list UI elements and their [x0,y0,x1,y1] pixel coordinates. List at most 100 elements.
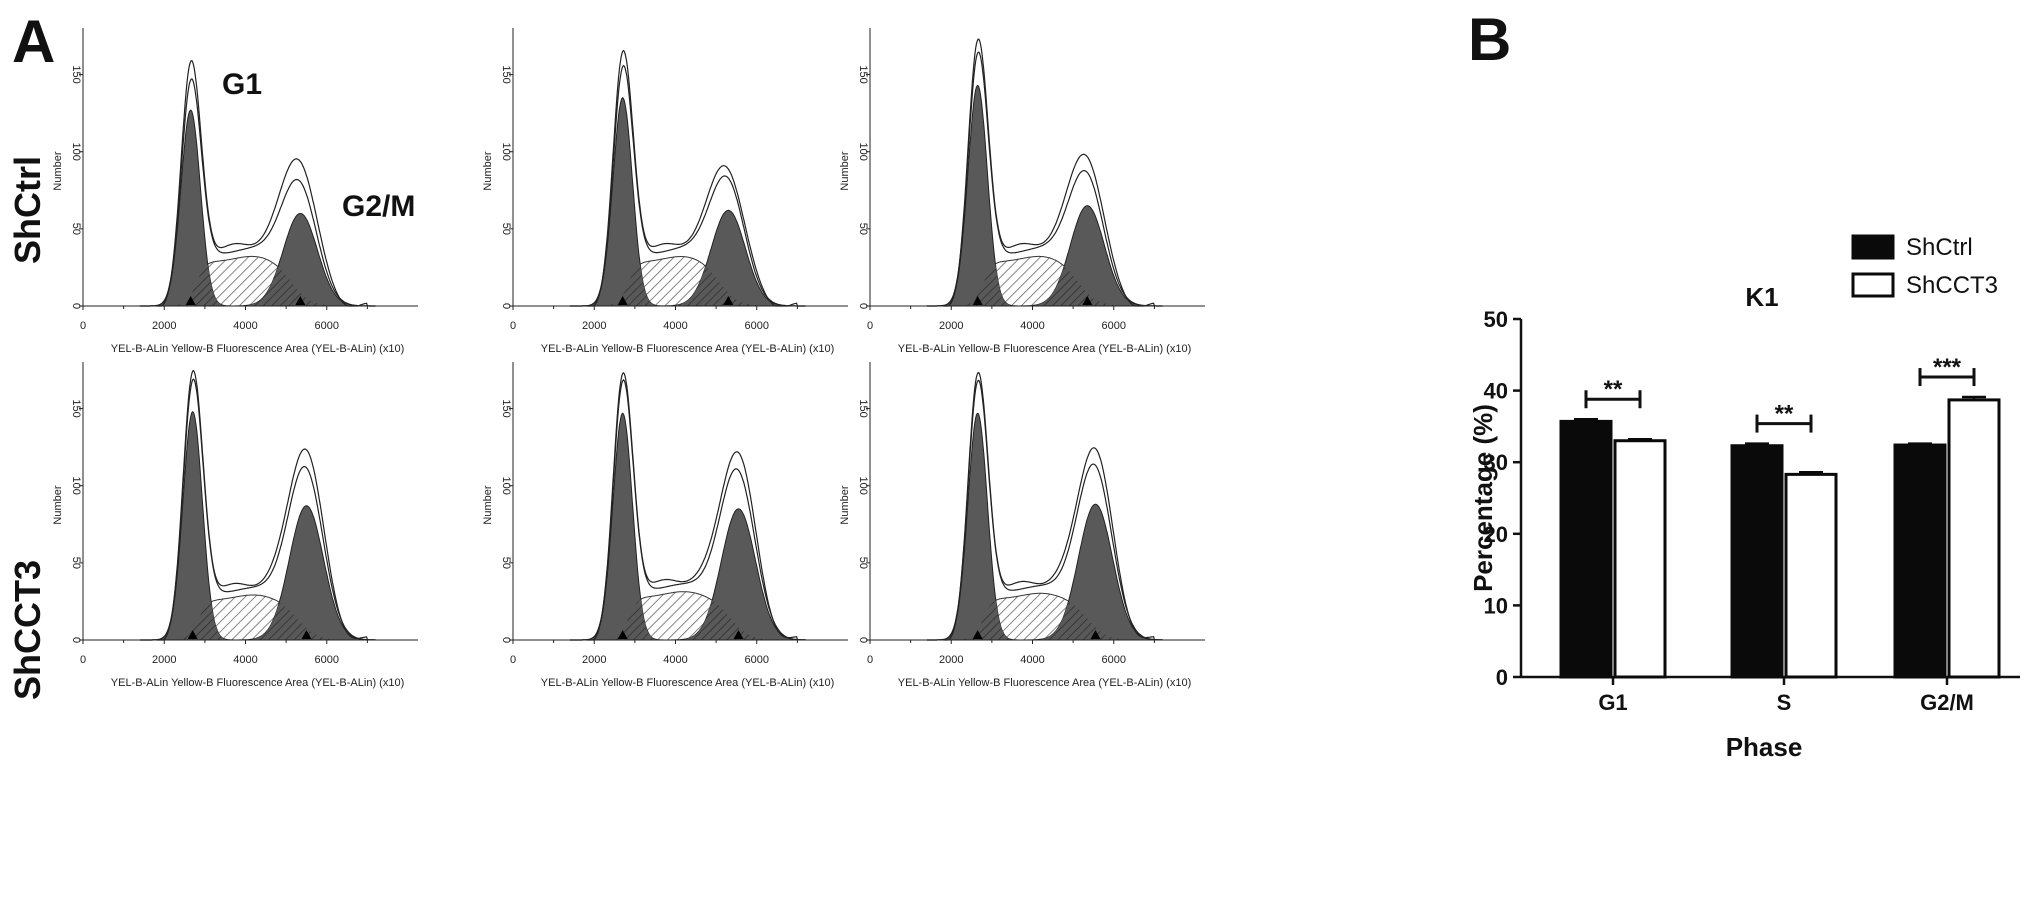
y-tick-label: 150 [500,65,512,83]
g1-s-overlap-area [926,264,1163,306]
y-tick-label: 50 [857,223,869,235]
y-tick-label: 150 [70,399,82,417]
g1-s-overlap-area [926,600,1163,640]
peak-marker [1090,630,1101,639]
x-axis-label: Phase [1726,732,1803,762]
g1-s-overlap-area [569,264,806,306]
peak-marker [617,296,628,305]
y-axis-label: Number [839,151,851,190]
y-tick-label: 100 [857,143,869,161]
y-tick-label: 0 [70,637,82,643]
x-tick-label: 4000 [663,320,687,332]
legend-swatch [1851,272,1895,298]
histogram-panel: 0 2000 4000 6000 0 50 100 150 Number YEL-B-ALin Y… [482,362,848,689]
y-axis-label: Number [482,151,494,190]
x-tick-label: 6000 [1102,654,1126,666]
peak-label-g2m: G2/M [342,190,415,223]
y-tick-label: 0 [857,303,869,309]
histogram-panel: 0 2000 4000 6000 0 50 100 150 Number YEL-B-ALin Y… [52,362,418,689]
y-tick-label: 50 [70,223,82,235]
peak-marker [187,630,198,639]
y-tick-label: 150 [857,399,869,417]
significance-label: ** [1775,401,1794,428]
x-tick-label: 2000 [582,654,606,666]
panel-label-a: A [12,8,55,75]
x-tick-label: 2000 [152,654,176,666]
x-tick-label: 2000 [939,654,963,666]
x-tick-label: 2000 [939,320,963,332]
x-tick-label: 4000 [1020,320,1044,332]
row-label-shctrl: ShCtrl [7,156,48,264]
legend-label: ShCCT3 [1906,272,1998,299]
histogram-panels: 0 2000 4000 6000 0 50 100 150 Number YEL-B-ALin Y… [52,28,1205,689]
y-tick-label: 10 [1484,593,1508,618]
peak-label-g1: G1 [222,68,262,101]
x-tick-label: 0 [867,654,873,666]
peak-marker [617,630,628,639]
peak-marker [295,296,306,305]
data-envelope-line [139,60,376,307]
x-tick-label: 0 [80,654,86,666]
y-tick-label: 0 [1496,665,1508,690]
g1-s-overlap-area [569,599,806,640]
bar [1613,439,1667,679]
histogram-panel: 0 2000 4000 6000 0 50 100 150 Number YEL-B-ALin Y… [482,28,848,355]
x-tick-label: 0 [510,320,516,332]
legend-label: ShCtrl [1906,234,1973,261]
x-tick-label: 4000 [663,654,687,666]
peak-marker [185,296,196,305]
x-axis-label: YEL-B-ALin Yellow-B Fluorescence Area (Y… [541,343,834,355]
y-tick-label: 100 [70,143,82,161]
bar [1893,443,1947,679]
bar [1559,419,1613,679]
y-tick-label: 50 [857,557,869,569]
fit-envelope-line [926,379,1163,641]
x-axis-label: YEL-B-ALin Yellow-B Fluorescence Area (Y… [898,677,1191,689]
x-tick-label: G1 [1598,690,1627,715]
bar [1947,398,2001,679]
x-tick-label: S [1777,690,1792,715]
row-label-shcct3: ShCCT3 [7,560,48,700]
x-axis-label: YEL-B-ALin Yellow-B Fluorescence Area (Y… [541,677,834,689]
fit-envelope-line [139,378,376,641]
bar [1730,444,1784,679]
g1-s-overlap-area [139,264,376,306]
x-tick-label: 0 [867,320,873,332]
x-tick-label: 4000 [233,654,257,666]
y-tick-label: 150 [500,399,512,417]
x-tick-label: 6000 [1102,320,1126,332]
x-tick-label: 0 [510,654,516,666]
y-tick-label: 20 [1484,522,1508,547]
y-tick-label: 0 [500,637,512,643]
y-tick-label: 150 [857,65,869,83]
fit-envelope-line [139,78,376,307]
x-tick-label: 6000 [315,654,339,666]
x-tick-label: 6000 [745,320,769,332]
bar [1784,472,1838,679]
y-tick-label: 0 [857,637,869,643]
histogram-panel: 0 2000 4000 6000 0 50 100 150 Number YEL-B-ALin Y… [839,28,1205,355]
fit-envelope-line [569,379,806,641]
x-tick-label: 4000 [233,320,257,332]
peak-marker [301,630,312,639]
y-axis-label: Number [482,485,494,524]
y-axis-label: Percentage (%) [1468,404,1498,592]
fit-envelope-line [926,51,1163,307]
y-tick-label: 100 [857,477,869,495]
histogram-panel: 0 2000 4000 6000 0 50 100 150 Number YEL-B-ALin Y… [52,28,418,355]
x-axis-label: YEL-B-ALin Yellow-B Fluorescence Area (Y… [111,677,404,689]
y-axis-label: Number [52,485,64,524]
panel-label-b: B [1468,6,1511,73]
x-tick-label: 2000 [152,320,176,332]
significance-label: ** [1604,376,1623,403]
x-tick-label: G2/M [1920,690,1974,715]
x-axis-label: YEL-B-ALin Yellow-B Fluorescence Area (Y… [898,343,1191,355]
bar-chart-k1: 0 10 20 30 40 50 Percentage (%) Phase K1 G1 ** S ** G… [1468,234,2020,762]
x-tick-label: 4000 [1020,654,1044,666]
x-tick-label: 2000 [582,320,606,332]
peak-marker [972,296,983,305]
y-tick-label: 40 [1484,379,1508,404]
y-tick-label: 30 [1484,450,1508,475]
y-tick-label: 100 [500,477,512,495]
x-tick-label: 6000 [315,320,339,332]
